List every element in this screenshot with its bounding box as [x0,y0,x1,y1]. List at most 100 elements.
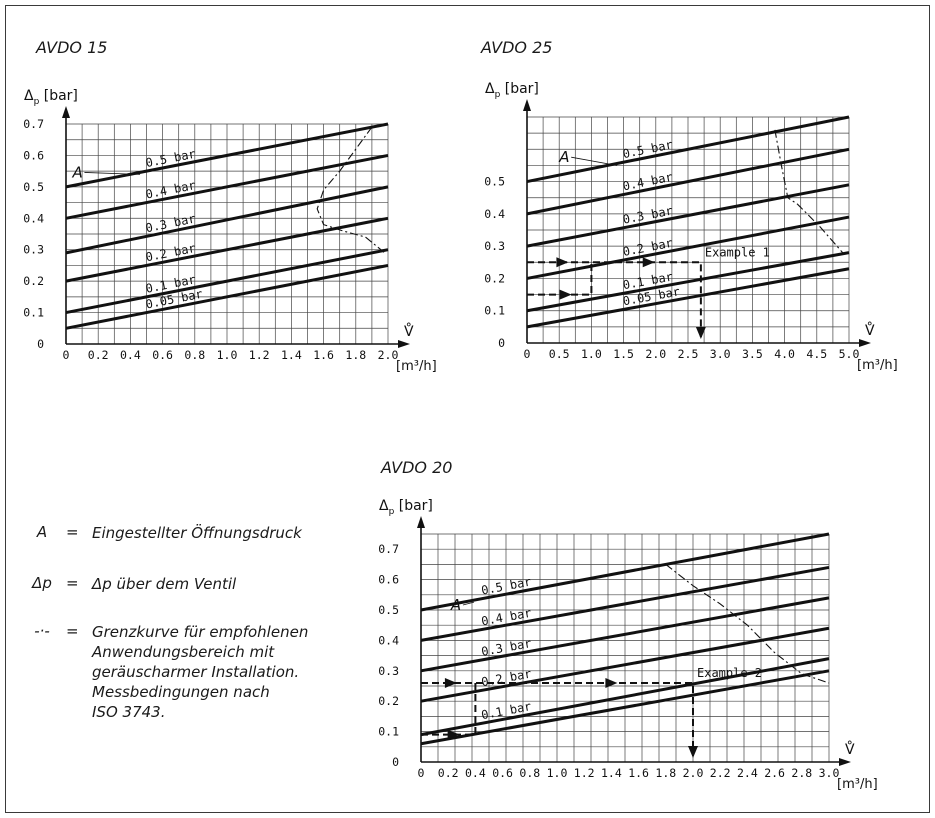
x-axis-unit: [m³/h] [837,777,878,792]
x-axis-arrow [398,340,410,348]
example-arrow [447,729,460,740]
x-tick-label: 1.6 [313,348,334,362]
legend-line: Anwendungsbereich mit [92,643,275,661]
x-tick-label: 0.4 [465,766,486,780]
y-axis-label: Δp [bar] [379,498,433,517]
legend-symbol: A [36,523,48,541]
series-line [65,185,389,255]
page-frame [5,5,930,813]
y-tick-label: 0.4 [484,207,505,221]
example-arrow [559,289,572,300]
example-arrow [444,677,457,688]
series-line [420,626,830,703]
series-line [65,153,389,220]
x-tick-label: 1.8 [345,348,366,362]
chart-avdo15: Δp [bar] V̊ [m³/h] 0 0.2 0.4 0.6 0.8 1.0 1.2 1.4 1.… [23,88,437,374]
y-tick-label: 0.3 [378,664,399,678]
legend-line: geräuscharmer Installation. [92,663,300,681]
y-tick-label: 0.3 [484,239,505,253]
example-label: Example 2 [697,666,762,680]
y-tick-label: 0.4 [23,211,44,225]
annotation-a-leader [84,172,141,175]
x-tick-label: 1.4 [281,348,302,362]
x-tick-label: 0.6 [152,348,173,362]
x-tick-label: 3.0 [819,766,840,780]
y-tick-label: 0.2 [378,694,399,708]
x-tick-label: 2.0 [683,766,704,780]
legend-text: Grenzkurve für empfohlenen Anwendungsber… [92,622,308,722]
x-tick-label: 1.0 [581,347,602,361]
y-tick-label: 0.5 [23,180,44,194]
y-tick-label: 0.3 [23,243,44,257]
y-axis-label: Δp [bar] [24,88,78,107]
legend-equals: = [66,574,79,592]
x-tick-label: 4.5 [806,347,827,361]
y-tick-label: 0.4 [378,633,399,647]
series-line [420,657,830,737]
example-branch [421,682,477,736]
series-line [526,251,850,313]
x-tick-label: 2.0 [378,348,399,362]
x-tick-label: 1.0 [217,348,238,362]
x-tick-label: 2.2 [710,766,731,780]
series-line [420,565,830,642]
series-line [420,669,830,746]
x-tick-label: 0.2 [438,766,459,780]
y-axis-arrow [523,99,531,111]
series-line [526,147,850,216]
x-axis-symbol: V̊ [865,322,875,339]
x-axis-symbol: V̊ [404,323,414,340]
annotation-a: A [450,596,461,614]
x-tick-label: 2.0 [645,347,666,361]
x-axis-arrow [859,339,871,347]
y-tick-label: 0.6 [378,573,399,587]
y-tick-label: 0.7 [23,117,44,131]
series-line [65,122,389,189]
legend-equals: = [66,523,79,541]
legend-symbol: -·- [34,622,50,640]
legend-text: Eingestellter Öffnungsdruck [92,524,302,542]
y-tick-label: 0.2 [23,274,44,288]
example-arrow [556,257,569,268]
y-tick-label: 0.5 [378,603,399,617]
y-tick-label: 0.1 [23,306,44,320]
x-tick-label: 3.5 [742,347,763,361]
example-arrow [642,257,655,268]
legend-symbol: Δp [32,574,52,592]
annotation-a: A [71,163,82,181]
y-axis-label: Δp [bar] [485,81,539,100]
example-label: Example 1 [705,245,770,259]
example-arrow-down [688,746,698,758]
y-tick-label: 0.1 [378,725,399,739]
limit-curve [665,563,830,684]
x-axis-unit: [m³/h] [396,359,437,374]
series-line [420,596,830,673]
example-path [527,261,702,337]
legend-line: Grenzkurve für empfohlenen [92,623,309,641]
example-arrow-down [695,327,706,339]
x-tick-label: 0.4 [120,348,141,362]
example-path [421,681,694,756]
x-tick-label: 1.8 [655,766,676,780]
x-tick-label: 1.6 [628,766,649,780]
x-tick-label: 1.4 [601,766,622,780]
y-tick-label: 0.1 [484,304,505,318]
limit-curve [774,129,844,253]
x-tick-label: 0.5 [549,347,570,361]
y-tick-label: 0 [392,755,399,769]
legend-equals: = [66,622,79,640]
legend-text: Δp über dem Ventil [92,575,237,593]
limit-curve [316,126,386,254]
chart-avdo25: Δp [bar] V̊ [m³/h] 0 0.5 1.0 1.5 2.0 2.5 3.0 3.5 4.… [484,81,897,373]
x-tick-label: 2.4 [737,766,758,780]
series-line [65,263,389,330]
x-tick-label: 1.2 [249,348,270,362]
y-axis-arrow [417,516,425,528]
x-tick-label: 0 [418,766,425,780]
x-tick-label: 2.8 [791,766,812,780]
annotation-a-leader [571,156,618,166]
series-line [526,115,850,184]
example-arrow [605,677,618,688]
series-line [65,216,389,283]
legend-line: Messbedingungen nach [92,683,270,701]
